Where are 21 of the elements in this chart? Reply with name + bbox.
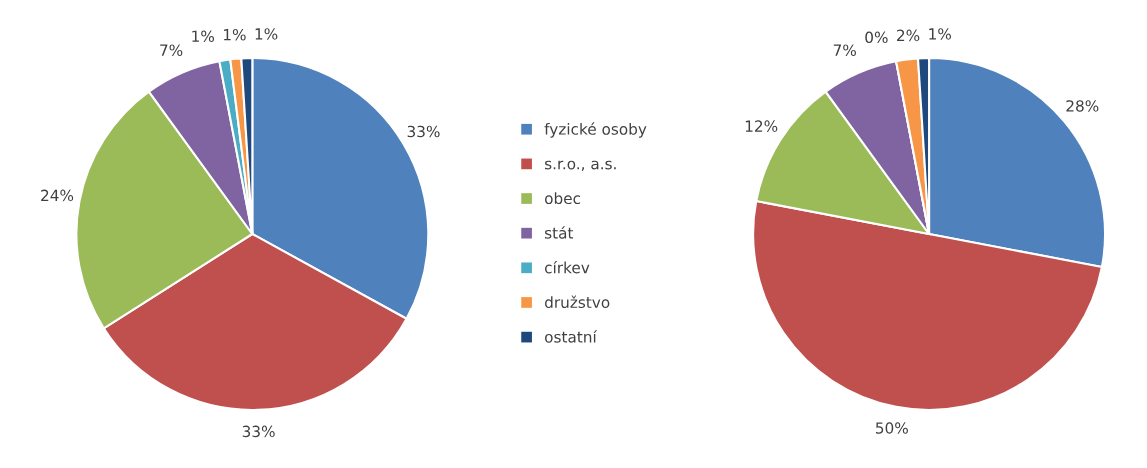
data-label: 24% <box>41 189 74 202</box>
legend-label: stát <box>544 226 574 239</box>
data-label: 28% <box>1066 100 1099 112</box>
legend-label: obec <box>545 192 581 205</box>
data-label: 1% <box>255 28 278 40</box>
data-label: 33% <box>407 125 440 138</box>
data-label: 33% <box>242 425 275 438</box>
legend-label: ostatní <box>545 330 598 343</box>
data-label: 2% <box>897 29 920 42</box>
data-label: 7% <box>160 44 183 56</box>
data-label: 1% <box>192 30 215 43</box>
data-label: 12% <box>745 120 778 132</box>
legend-label: s.r.o., a.s. <box>544 160 616 171</box>
text: 0% <box>865 31 888 44</box>
data-label: 1% <box>223 28 246 41</box>
legend-label: družstvo <box>545 295 610 309</box>
data-label: 50% <box>876 422 908 434</box>
data-label: 7% <box>833 44 856 56</box>
legend-label: církev <box>545 260 590 274</box>
data-label: 1% <box>929 28 952 40</box>
legend-label: fyzické osoby <box>544 122 647 138</box>
